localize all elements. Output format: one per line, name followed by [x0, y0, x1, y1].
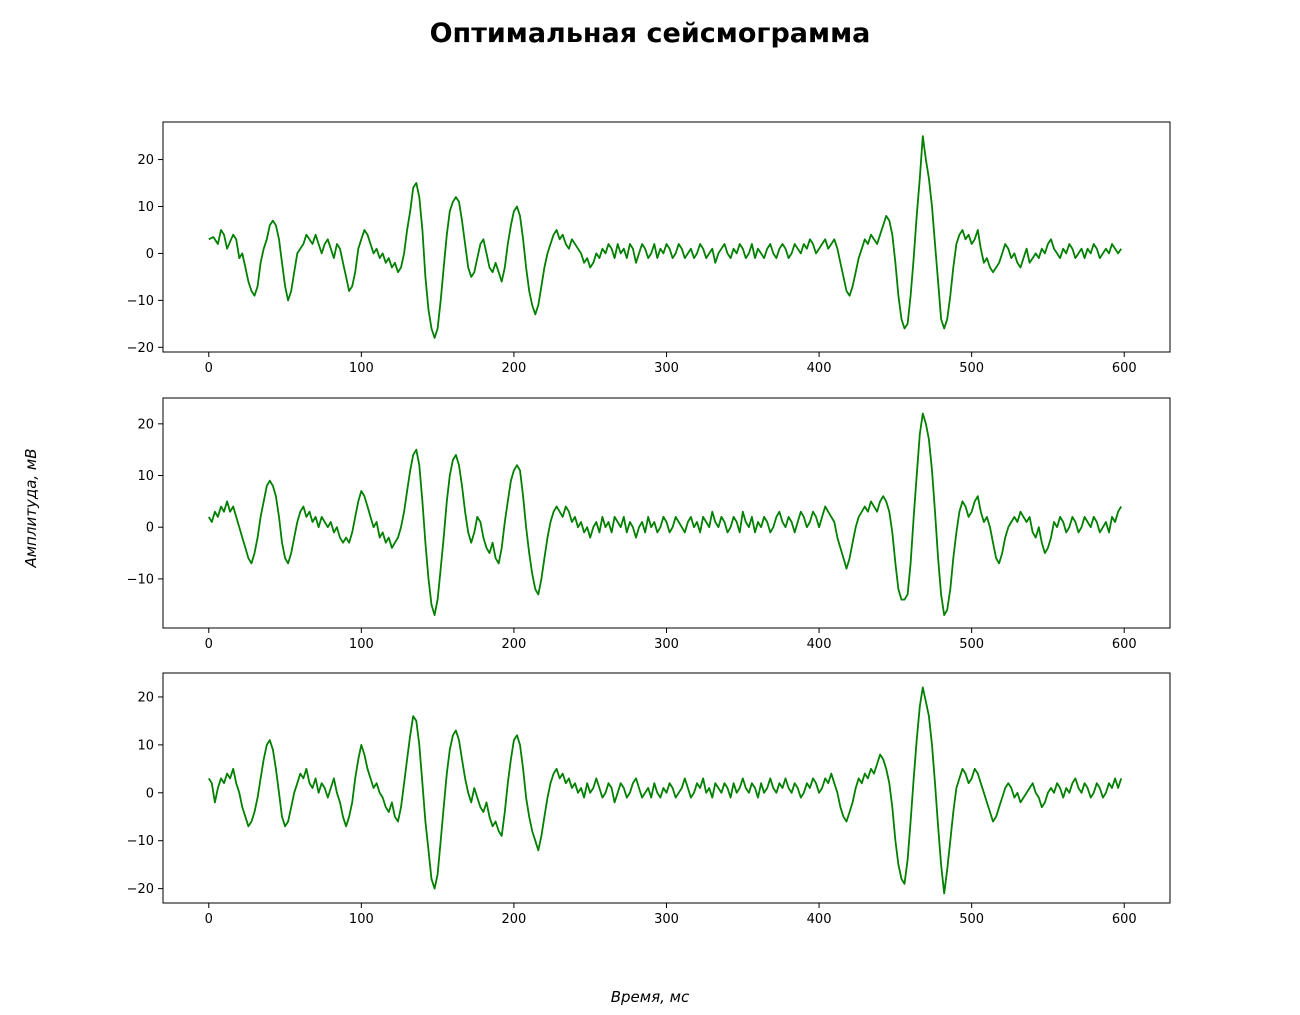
y-tick-label: 20: [137, 417, 154, 432]
x-tick-label: 0: [205, 361, 213, 376]
y-axis-label: Амплитуда, мВ: [22, 448, 40, 568]
seismic-trace-3: [208, 686, 1123, 895]
x-tick-label: 300: [654, 912, 679, 927]
y-tick-label: −10: [127, 834, 154, 849]
x-tick-label: 0: [205, 912, 213, 927]
x-tick-label: 500: [959, 637, 984, 652]
x-tick-label: 600: [1112, 361, 1137, 376]
seismic-trace-2: [208, 412, 1122, 616]
axes-frame-2: [162, 397, 1171, 629]
subplot-1: 0 100 200 300 400 500 600 −20 −10 0 10 20: [127, 121, 1171, 376]
y-tick-label: −10: [127, 294, 154, 309]
x-tick-label: 0: [205, 637, 213, 652]
x-tick-label: 200: [502, 637, 527, 652]
y-tick-label: −10: [127, 572, 154, 587]
x-tick-label: 500: [959, 361, 984, 376]
x-tick-label: 100: [349, 912, 374, 927]
x-tick-label: 400: [807, 361, 832, 376]
y-tick-label: 10: [137, 738, 154, 753]
x-tick-label: 100: [349, 361, 374, 376]
y-tick-label: −20: [127, 882, 154, 897]
subplot-2: 0 100 200 300 400 500 600 −10 0 10 20: [127, 397, 1171, 652]
y-tick-label: −20: [127, 341, 154, 356]
x-tick-label: 300: [654, 361, 679, 376]
x-tick-label: 500: [959, 912, 984, 927]
x-tick-label: 200: [502, 361, 527, 376]
subplot-3: 0 100 200 300 400 500 600 −20 −10 0 10 20: [127, 672, 1171, 927]
seismic-trace-1: [208, 135, 1122, 339]
axes-frame-3: [162, 672, 1171, 904]
x-axis-label: Время, мс: [611, 988, 690, 1006]
y-tick-label: 20: [137, 690, 154, 705]
x-tick-label: 100: [349, 637, 374, 652]
figure-title: Оптимальная сейсмограмма: [430, 18, 871, 49]
y-tick-label: 0: [146, 521, 154, 536]
x-tick-label: 400: [807, 637, 832, 652]
x-tick-label: 600: [1112, 637, 1137, 652]
x-tick-label: 600: [1112, 912, 1137, 927]
y-tick-label: 10: [137, 200, 154, 215]
y-tick-label: 10: [137, 469, 154, 484]
x-tick-label: 200: [502, 912, 527, 927]
x-tick-label: 300: [654, 637, 679, 652]
y-tick-label: 0: [146, 247, 154, 262]
x-tick-label: 400: [807, 912, 832, 927]
y-tick-label: 20: [137, 153, 154, 168]
y-tick-label: 0: [146, 786, 154, 801]
